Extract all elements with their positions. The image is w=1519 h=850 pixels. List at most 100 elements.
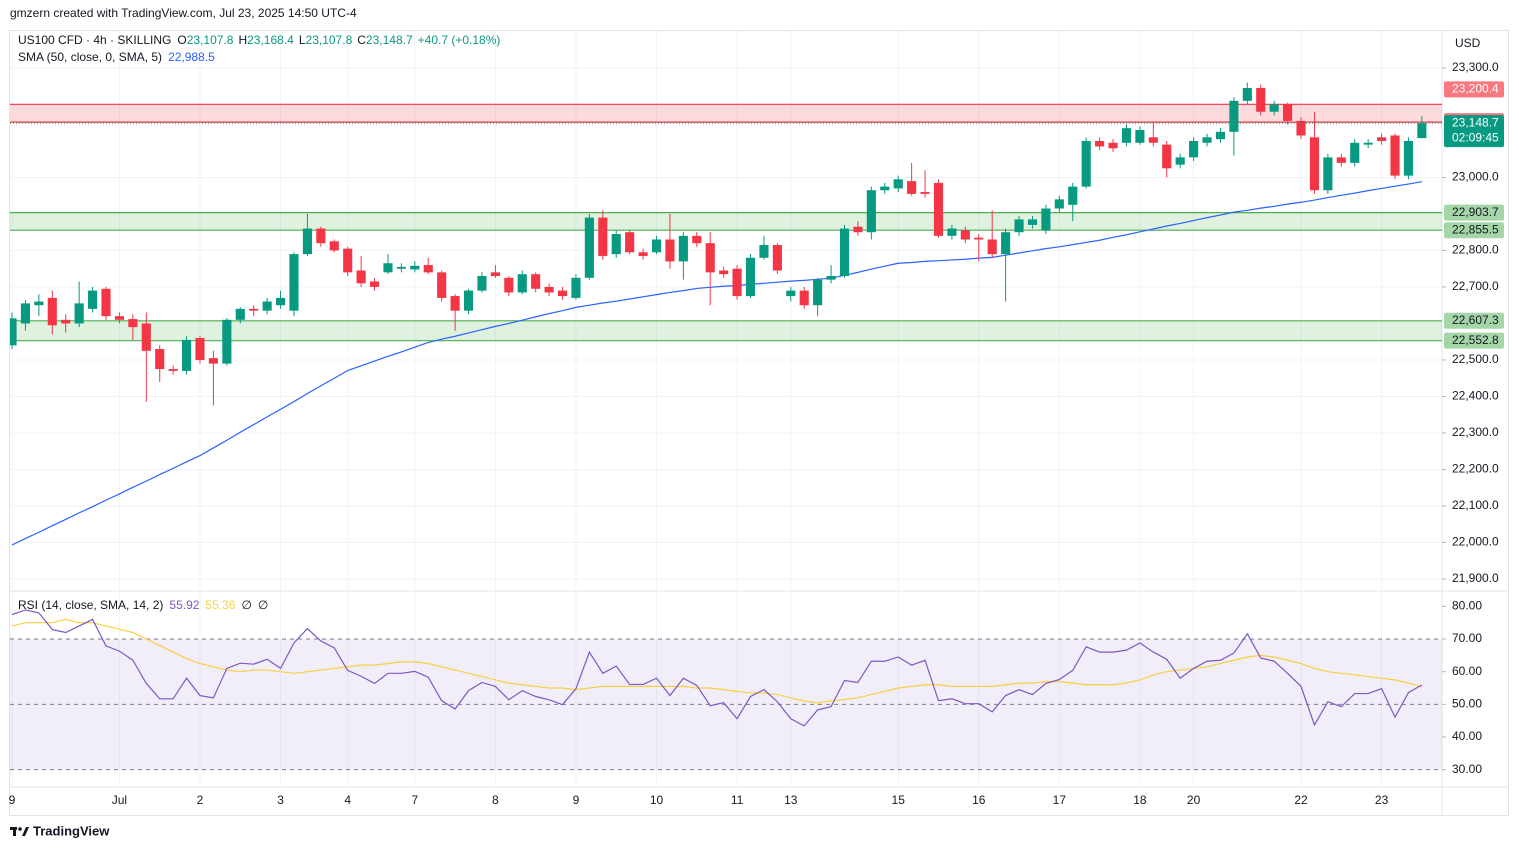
price-badge-label: 22,607.3	[1452, 313, 1499, 327]
candle-body	[1323, 157, 1333, 191]
candle-body	[450, 296, 460, 311]
candle-body	[410, 265, 420, 270]
candle-body	[88, 290, 98, 309]
price-badge	[1444, 222, 1504, 239]
legend-text: O	[177, 33, 186, 47]
price-badge	[1444, 312, 1504, 329]
y-tick-label: 22,400.0	[1452, 389, 1499, 403]
rsi-line	[11, 618, 1423, 704]
candle-body	[719, 270, 729, 275]
candle-body	[866, 190, 876, 233]
x-tick-label: 2	[197, 793, 204, 807]
candle-body	[907, 181, 917, 194]
candle-body	[168, 369, 178, 371]
zone	[10, 320, 1442, 341]
y-tick-label: 30.00	[1452, 762, 1482, 776]
candle-body	[10, 318, 17, 346]
candle-body	[732, 268, 742, 297]
candle-body	[611, 234, 621, 255]
candle-body	[1390, 135, 1400, 176]
candle-body	[880, 186, 890, 191]
candle-body	[705, 243, 715, 273]
legend-text: 22,988.5	[168, 50, 215, 64]
y-tick-label: 22,300.0	[1452, 425, 1499, 439]
currency-label: USD	[1455, 36, 1481, 50]
candle-body	[463, 290, 474, 311]
candle-body	[960, 230, 970, 240]
candle-body	[1095, 140, 1105, 147]
candle-body	[1189, 140, 1199, 158]
candle-body	[289, 254, 299, 311]
x-tick-label: 10	[650, 793, 664, 807]
x-tick-label: 9	[573, 793, 580, 807]
candle-body	[1162, 144, 1172, 169]
candle-body	[1377, 137, 1387, 141]
chart-frame	[9, 30, 1509, 816]
candle-body	[974, 237, 984, 240]
y-tick-label: 22,700.0	[1452, 279, 1499, 293]
x-tick-label: 4	[344, 793, 351, 807]
candle-body	[275, 297, 286, 306]
legend-text: H	[238, 33, 247, 47]
candle-body	[1256, 88, 1266, 112]
legend-text: 23,148.7	[366, 33, 413, 47]
candle-body	[1081, 140, 1091, 187]
candle-body	[1041, 208, 1051, 231]
candle-body	[1336, 157, 1346, 163]
candle-body	[383, 263, 393, 273]
candle-body	[249, 308, 259, 311]
candle-body	[1283, 104, 1293, 121]
candle-body	[1121, 128, 1132, 143]
candle-body	[571, 277, 581, 298]
rsi-pane	[10, 592, 1442, 787]
candle-body	[692, 235, 702, 244]
x-tick-label: 17	[1053, 793, 1067, 807]
candle-body	[933, 182, 944, 236]
candle-body	[987, 239, 997, 255]
candle-body	[1242, 88, 1252, 101]
candle-body	[316, 228, 326, 244]
candle-body	[356, 270, 366, 284]
y-tick-label: 50.00	[1452, 697, 1482, 711]
candle-body	[544, 286, 554, 293]
candle-body	[396, 266, 406, 269]
y-tick-label: 23,300.0	[1452, 60, 1499, 74]
candle-body	[182, 339, 192, 371]
x-tick-label: 13	[784, 793, 798, 807]
logo-part	[13, 827, 16, 836]
legend-text: C	[357, 33, 366, 47]
candle-body	[20, 303, 31, 324]
y-tick-label: 40.00	[1452, 729, 1482, 743]
zone	[10, 104, 1442, 123]
candle-body	[1014, 219, 1024, 233]
candle-body	[772, 244, 782, 271]
candle-body	[477, 276, 487, 291]
candle-body	[1135, 130, 1145, 143]
candle-body	[557, 290, 568, 297]
y-tick-label: 60.00	[1452, 664, 1482, 678]
price-badge	[1444, 81, 1504, 98]
candle-body	[839, 228, 850, 277]
candle-body	[531, 274, 541, 289]
brand: TradingView	[33, 823, 110, 838]
x-tick-label: 15	[892, 793, 906, 807]
legend-text: ∅	[258, 598, 268, 612]
price-badge-label: 22,855.5	[1452, 222, 1499, 236]
candle-body	[853, 226, 863, 233]
candle-body	[786, 290, 796, 297]
price-pane	[10, 31, 1442, 591]
candle-body	[813, 279, 823, 306]
candle-body	[61, 319, 71, 324]
last-price-label: 23,148.7	[1452, 115, 1499, 129]
x-tick-label: 16	[972, 793, 986, 807]
candle-body	[1054, 199, 1064, 209]
candle-body	[1309, 137, 1320, 191]
candle-body	[1027, 219, 1038, 225]
rsi-line	[11, 609, 1423, 727]
candle-body	[759, 244, 769, 258]
candle-body	[329, 241, 339, 251]
x-tick-label: 18	[1133, 793, 1147, 807]
candle-body	[1403, 140, 1413, 176]
